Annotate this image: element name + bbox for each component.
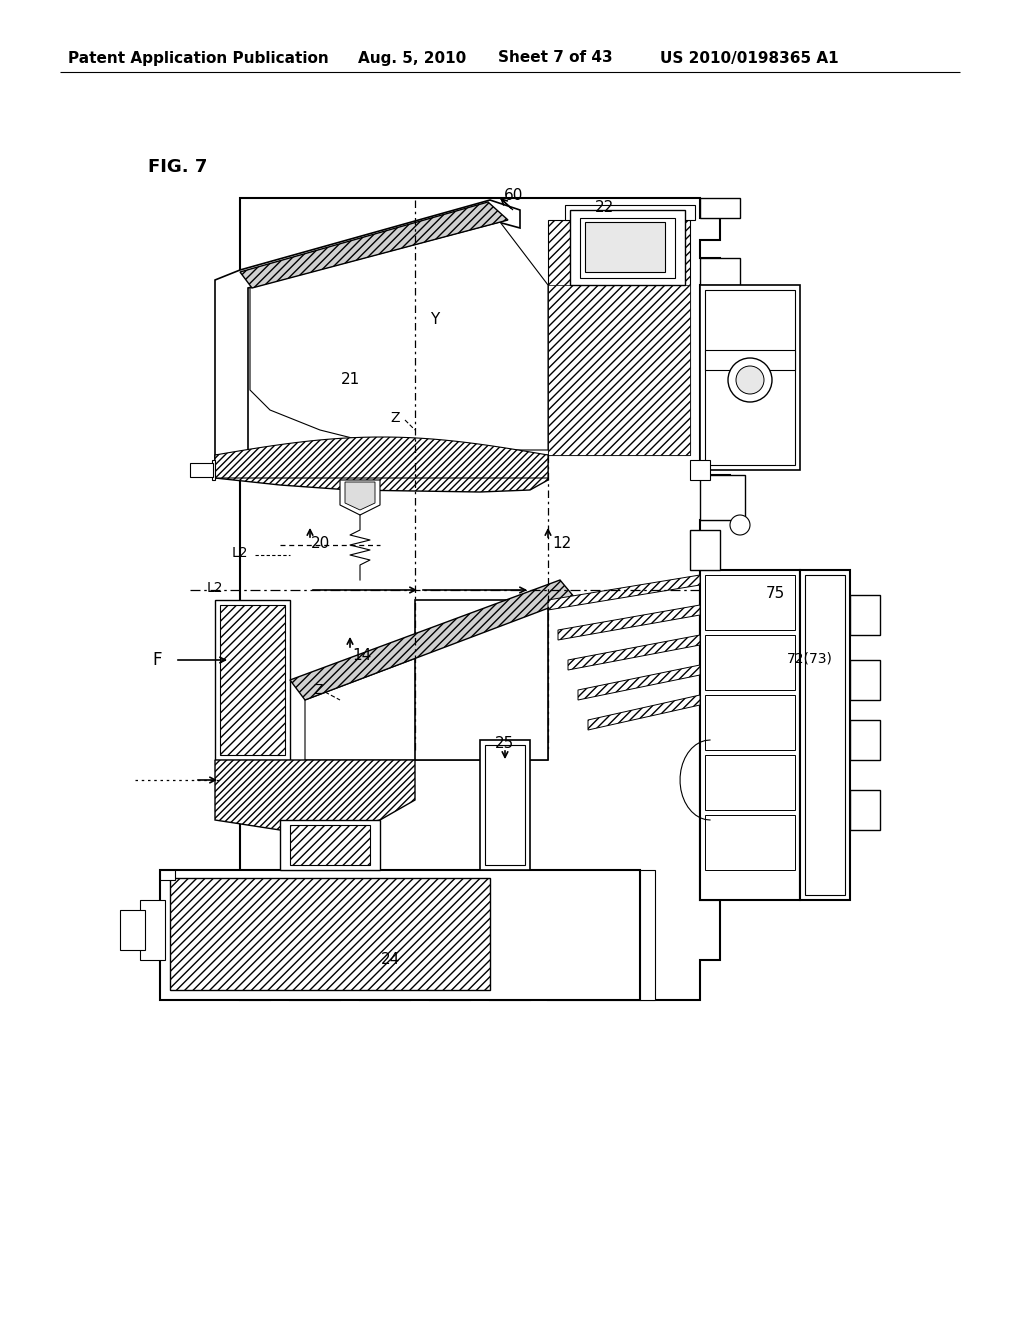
Text: FIG. 7: FIG. 7 bbox=[148, 158, 208, 176]
Polygon shape bbox=[850, 660, 880, 700]
Polygon shape bbox=[705, 635, 795, 690]
Circle shape bbox=[736, 366, 764, 393]
Polygon shape bbox=[568, 635, 700, 671]
Polygon shape bbox=[705, 350, 795, 370]
Polygon shape bbox=[700, 285, 800, 470]
Polygon shape bbox=[290, 825, 370, 865]
Polygon shape bbox=[588, 696, 700, 730]
Polygon shape bbox=[290, 579, 575, 700]
Polygon shape bbox=[700, 570, 800, 900]
Polygon shape bbox=[705, 814, 795, 870]
Polygon shape bbox=[160, 870, 175, 880]
Polygon shape bbox=[578, 665, 700, 700]
Polygon shape bbox=[160, 870, 640, 1001]
Polygon shape bbox=[240, 202, 508, 288]
Polygon shape bbox=[700, 198, 740, 218]
Polygon shape bbox=[850, 789, 880, 830]
Polygon shape bbox=[190, 463, 213, 477]
Polygon shape bbox=[705, 576, 795, 630]
Polygon shape bbox=[565, 205, 695, 220]
Polygon shape bbox=[705, 696, 795, 750]
Text: 25: 25 bbox=[496, 737, 515, 751]
Polygon shape bbox=[558, 605, 700, 640]
Polygon shape bbox=[415, 601, 548, 760]
Text: Patent Application Publication: Patent Application Publication bbox=[68, 50, 329, 66]
Polygon shape bbox=[700, 475, 745, 520]
Polygon shape bbox=[690, 531, 720, 570]
Polygon shape bbox=[280, 820, 380, 870]
Text: 20: 20 bbox=[310, 536, 330, 552]
Polygon shape bbox=[690, 459, 710, 480]
Polygon shape bbox=[215, 760, 415, 830]
Polygon shape bbox=[220, 605, 285, 755]
Polygon shape bbox=[705, 290, 795, 465]
Text: Z: Z bbox=[390, 411, 399, 425]
Text: L2: L2 bbox=[231, 546, 248, 560]
Text: Z: Z bbox=[313, 682, 323, 697]
Text: L2: L2 bbox=[207, 581, 223, 595]
Polygon shape bbox=[215, 601, 290, 760]
Text: 22: 22 bbox=[594, 201, 613, 215]
Polygon shape bbox=[580, 218, 675, 279]
Polygon shape bbox=[305, 598, 575, 760]
Polygon shape bbox=[640, 870, 655, 1001]
Text: Aug. 5, 2010: Aug. 5, 2010 bbox=[358, 50, 466, 66]
Text: 60: 60 bbox=[504, 189, 523, 203]
Polygon shape bbox=[850, 595, 880, 635]
Polygon shape bbox=[345, 482, 375, 510]
Polygon shape bbox=[585, 222, 665, 272]
Text: 75: 75 bbox=[765, 586, 784, 602]
Circle shape bbox=[730, 515, 750, 535]
Polygon shape bbox=[250, 222, 548, 450]
Polygon shape bbox=[240, 198, 730, 1001]
Text: 24: 24 bbox=[380, 953, 399, 968]
Text: 14: 14 bbox=[352, 648, 372, 663]
Text: 21: 21 bbox=[340, 372, 359, 388]
Text: F: F bbox=[153, 651, 162, 669]
Text: Y: Y bbox=[430, 313, 439, 327]
Polygon shape bbox=[120, 909, 145, 950]
Text: US 2010/0198365 A1: US 2010/0198365 A1 bbox=[660, 50, 839, 66]
Polygon shape bbox=[548, 576, 700, 610]
Text: 12: 12 bbox=[552, 536, 571, 552]
Text: 72(73): 72(73) bbox=[787, 651, 833, 665]
Polygon shape bbox=[215, 437, 548, 478]
Polygon shape bbox=[705, 755, 795, 810]
Polygon shape bbox=[805, 576, 845, 895]
Polygon shape bbox=[140, 900, 165, 960]
Polygon shape bbox=[850, 719, 880, 760]
Text: Sheet 7 of 43: Sheet 7 of 43 bbox=[498, 50, 612, 66]
Polygon shape bbox=[212, 459, 215, 480]
Polygon shape bbox=[340, 480, 380, 515]
Polygon shape bbox=[485, 744, 525, 865]
Polygon shape bbox=[800, 570, 850, 900]
Polygon shape bbox=[570, 210, 685, 285]
Polygon shape bbox=[548, 285, 690, 455]
Polygon shape bbox=[480, 741, 530, 870]
Polygon shape bbox=[548, 220, 690, 455]
Polygon shape bbox=[170, 878, 490, 990]
Polygon shape bbox=[700, 257, 740, 285]
Polygon shape bbox=[215, 201, 520, 470]
Circle shape bbox=[728, 358, 772, 403]
Polygon shape bbox=[215, 455, 548, 492]
